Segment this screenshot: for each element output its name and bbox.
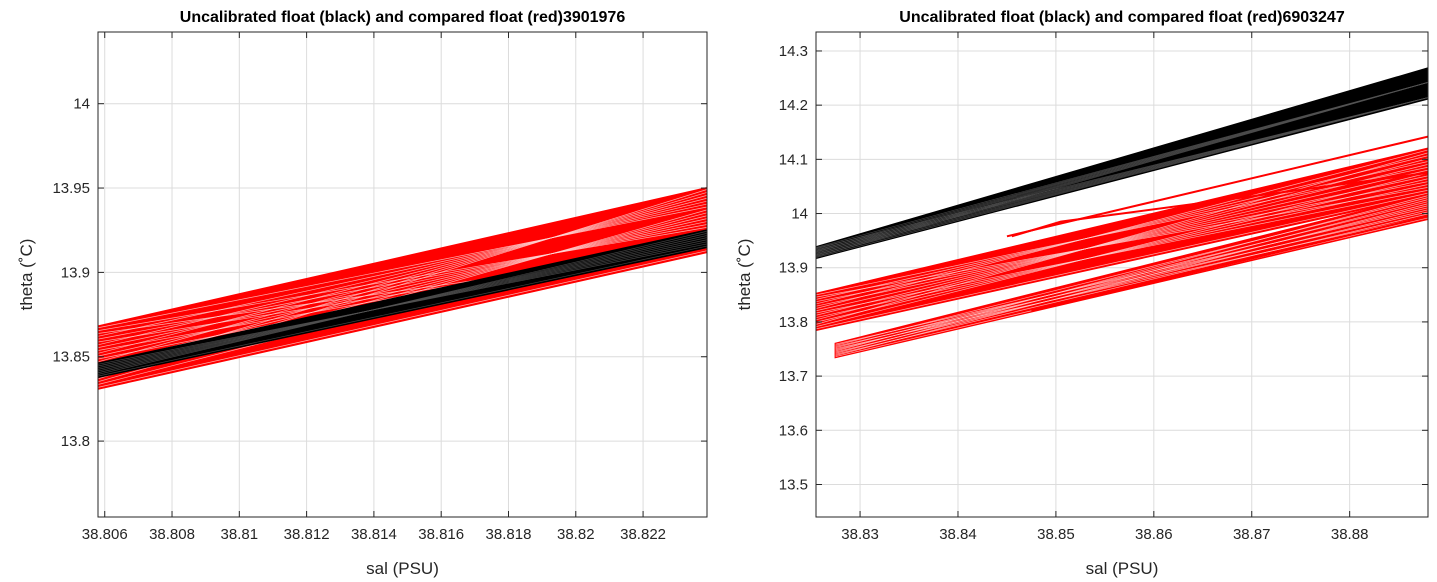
series-trace bbox=[835, 195, 1428, 352]
y-tick-label: 14 bbox=[791, 206, 808, 223]
plot-area bbox=[816, 67, 1428, 359]
series-trace bbox=[835, 201, 1428, 348]
y-tick-label: 14 bbox=[73, 96, 90, 113]
series-trace bbox=[816, 164, 1428, 316]
y-axis-label: theta (˚C) bbox=[17, 239, 36, 311]
chart-title: Uncalibrated float (black) and compared … bbox=[899, 9, 1345, 26]
y-tick-label: 13.8 bbox=[779, 314, 808, 331]
series-trace bbox=[816, 169, 1428, 312]
series-trace bbox=[816, 155, 1428, 305]
series-trace bbox=[835, 197, 1428, 346]
series-trace bbox=[816, 172, 1428, 327]
y-tick-label: 14.3 bbox=[779, 43, 808, 60]
series-trace bbox=[98, 250, 707, 388]
x-tick-label: 38.818 bbox=[486, 526, 532, 543]
y-tick-label: 13.7 bbox=[779, 368, 808, 385]
series-trace bbox=[816, 189, 1428, 314]
series-trace bbox=[98, 215, 707, 366]
x-axis-label: sal (PSU) bbox=[366, 559, 439, 578]
x-tick-label: 38.806 bbox=[82, 526, 128, 543]
series-trace bbox=[816, 178, 1428, 323]
y-tick-label: 14.2 bbox=[779, 97, 808, 114]
x-tick-label: 38.84 bbox=[939, 526, 977, 543]
x-tick-label: 38.814 bbox=[351, 526, 397, 543]
series-trace bbox=[816, 181, 1428, 303]
chart-2: 38.83 38.84 38.85 38.86 38.87 38.88 13.5 13.6 13… bbox=[735, 9, 1429, 578]
series-trace bbox=[98, 224, 707, 340]
series-trace bbox=[98, 200, 707, 346]
series-trace bbox=[98, 218, 707, 357]
x-tick-label: 38.812 bbox=[284, 526, 330, 543]
series-trace bbox=[816, 82, 1428, 248]
x-tick-label: 38.82 bbox=[557, 526, 595, 543]
series-trace bbox=[98, 221, 707, 348]
series-trace bbox=[835, 211, 1428, 347]
series-trace bbox=[816, 166, 1428, 296]
x-tick-label: 38.88 bbox=[1331, 526, 1369, 543]
series-trace bbox=[835, 213, 1428, 355]
x-tick-label: 38.83 bbox=[841, 526, 879, 543]
series-trace bbox=[98, 203, 707, 337]
series-trace bbox=[98, 206, 707, 329]
x-tick-label: 38.86 bbox=[1135, 526, 1173, 543]
series-trace bbox=[816, 175, 1428, 307]
x-tick-label: 38.808 bbox=[149, 526, 195, 543]
series-line bbox=[1011, 171, 1428, 238]
chart-1: 38.806 38.808 38.81 38.812 38.814 38.816 38.81… bbox=[17, 9, 708, 578]
series-trace bbox=[816, 97, 1428, 249]
series-trace bbox=[816, 149, 1428, 309]
series-trace bbox=[835, 215, 1428, 350]
x-axis-label: sal (PSU) bbox=[1086, 559, 1159, 578]
series-trace bbox=[98, 197, 707, 354]
series-trace bbox=[835, 205, 1428, 351]
plot-area bbox=[98, 187, 707, 390]
series-trace bbox=[98, 194, 707, 363]
y-tick-label: 13.9 bbox=[779, 260, 808, 277]
series-trace bbox=[835, 199, 1428, 354]
axes-frame bbox=[97, 31, 708, 518]
x-tick-label: 38.822 bbox=[620, 526, 666, 543]
series-trace bbox=[98, 245, 707, 377]
y-tick-label: 13.6 bbox=[779, 422, 808, 439]
y-tick-label: 13.8 bbox=[61, 433, 90, 450]
y-tick-label: 13.95 bbox=[52, 180, 90, 197]
series-trace bbox=[98, 243, 707, 365]
series-line bbox=[1031, 215, 1428, 313]
series-trace bbox=[816, 161, 1428, 300]
y-axis-label: theta (˚C) bbox=[735, 239, 754, 311]
series-trace bbox=[816, 152, 1428, 325]
x-tick-label: 38.816 bbox=[418, 526, 464, 543]
y-tick-label: 14.1 bbox=[779, 151, 808, 168]
y-tick-label: 13.85 bbox=[52, 349, 90, 366]
series-trace bbox=[816, 184, 1428, 318]
x-tick-label: 38.81 bbox=[221, 526, 259, 543]
series-trace bbox=[816, 187, 1428, 298]
y-tick-label: 13.9 bbox=[61, 264, 90, 281]
x-tick-label: 38.87 bbox=[1233, 526, 1271, 543]
x-tick-label: 38.85 bbox=[1037, 526, 1075, 543]
y-tick-label: 13.5 bbox=[779, 476, 808, 493]
series-trace bbox=[835, 203, 1428, 356]
chart-title: Uncalibrated float (black) and compared … bbox=[180, 9, 626, 26]
series-trace bbox=[835, 207, 1428, 345]
series-trace bbox=[835, 209, 1428, 353]
series-trace bbox=[98, 227, 707, 331]
axes-frame bbox=[815, 31, 1429, 518]
series-trace bbox=[816, 192, 1428, 330]
